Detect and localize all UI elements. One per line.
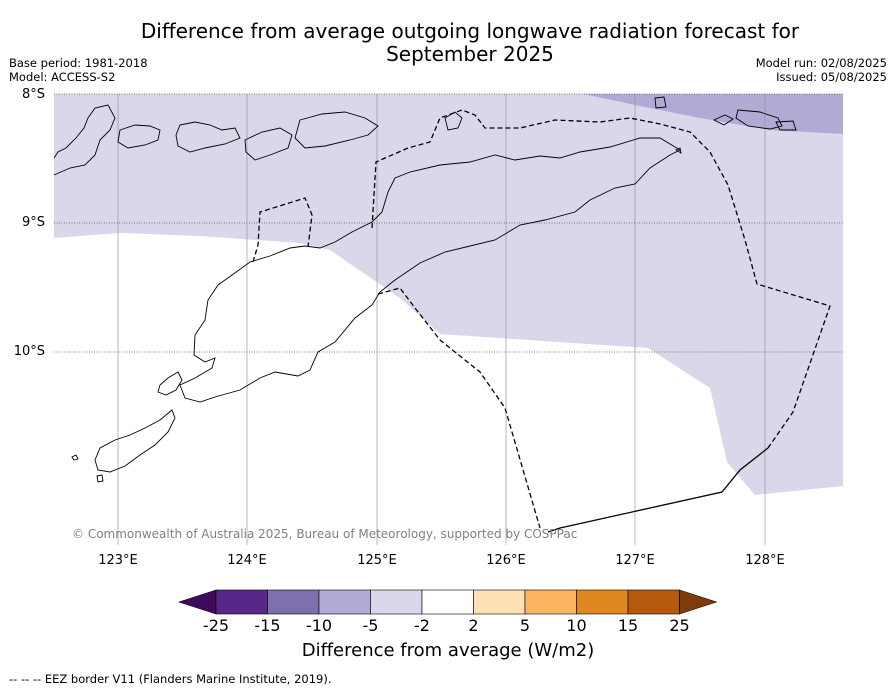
north-islands-coastline (53, 104, 116, 176)
coastlines (53, 96, 797, 483)
rote-coastline (94, 409, 176, 473)
meta-right: Model run: 02/08/2025 Issued: 05/08/2025 (756, 56, 887, 84)
meta-left: Base period: 1981-2018 Model: ACCESS-S2 (9, 56, 148, 84)
model-name: Model: ACCESS-S2 (9, 70, 116, 84)
moa-coastline (712, 114, 734, 126)
anomaly-fill-light (54, 94, 843, 495)
colorbar-segment (627, 589, 680, 615)
jaco-coastline (675, 147, 682, 154)
title-line-2: September 2025 (386, 42, 554, 66)
ndao-coastline (71, 454, 79, 461)
copyright-notice: © Commonwealth of Australia 2025, Bureau… (72, 527, 578, 541)
lat-label-10s: 10°S (13, 344, 45, 359)
colorbar-extend-high (679, 589, 718, 615)
eez-footnote: -- -- -- EEZ border V11 (Flanders Marine… (9, 672, 332, 686)
colorbar-tick-label: -15 (254, 616, 281, 635)
colorbar-tick-label: -25 (202, 616, 230, 635)
atauro-coastline (294, 111, 379, 149)
eez-border-solid (547, 447, 769, 533)
alor-coastline (175, 121, 241, 153)
lat-label-8s: 8°S (21, 87, 45, 102)
colorbar-tick-label: -10 (305, 616, 333, 635)
colorbar-segment (576, 589, 629, 615)
gridlines (117, 94, 766, 545)
colorbar-tick-label: 15 (617, 616, 639, 635)
colorbar-extend-low (178, 589, 217, 615)
anomaly-fill-dark (583, 94, 843, 134)
sermata-coastline (775, 120, 797, 131)
eez-border (252, 109, 831, 529)
colorbar-tick-label: 10 (566, 616, 587, 635)
issued-date: Issued: 05/08/2025 (776, 70, 887, 84)
base-period: Base period: 1981-2018 (9, 56, 148, 70)
lon-label-125e: 125°E (357, 553, 397, 568)
colorbar-segment (421, 589, 474, 615)
title-line-1: Difference from average outgoing longwav… (140, 19, 800, 43)
colorbar-segment (370, 589, 423, 615)
colorbar-tick-label: 5 (519, 616, 531, 635)
wetar-coastline (244, 127, 293, 161)
colorbar-segment (267, 589, 320, 615)
leti-coastline (654, 96, 667, 109)
colorbar-tick-label: 2 (468, 616, 479, 635)
lon-label-127e: 127°E (615, 553, 655, 568)
semau-coastline (157, 371, 183, 396)
islet-coastline (96, 474, 104, 483)
colorbar-tick-label: -2 (414, 616, 430, 635)
lakor-coastline (735, 109, 783, 130)
colorbar-tick-label: 25 (669, 616, 690, 635)
lat-label-9s: 9°S (21, 215, 45, 230)
colorbar-tick-label: -5 (362, 616, 379, 635)
colorbar-segment (215, 589, 268, 615)
lon-label-126e: 126°E (486, 553, 526, 568)
chart-title: Difference from average outgoing longwav… (110, 20, 830, 66)
colorbar-segment (524, 589, 577, 615)
lat-gridlines (54, 93, 843, 353)
lon-label-124e: 124°E (227, 553, 267, 568)
lon-label-123e: 123°E (98, 553, 138, 568)
colorbar-label: Difference from average (W/m2) (301, 640, 595, 661)
lon-label-128e: 128°E (745, 553, 785, 568)
colorbar-segment (318, 589, 371, 615)
colorbar-segment (473, 589, 526, 615)
timor-coastline (179, 137, 681, 403)
model-run: Model run: 02/08/2025 (755, 56, 887, 70)
pantar-coastline (117, 124, 161, 149)
